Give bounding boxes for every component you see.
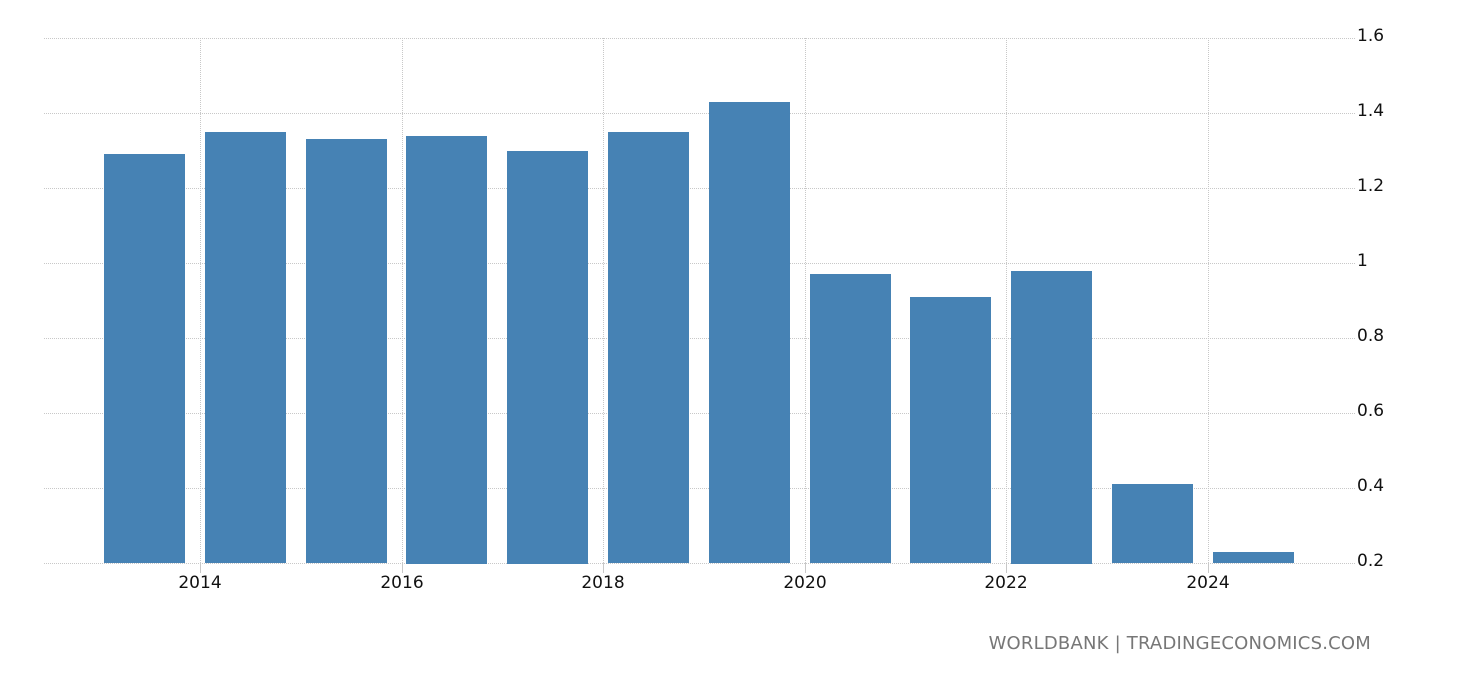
x-tick-label: 2024 xyxy=(1186,573,1230,593)
x-tick-label: 2016 xyxy=(380,573,424,593)
x-gridline xyxy=(805,38,806,563)
y-tick-label: 0.4 xyxy=(1357,476,1385,496)
y-tick-label: 1.2 xyxy=(1357,176,1385,196)
x-tick-label: 2022 xyxy=(984,573,1028,593)
bar-2013[interactable] xyxy=(104,154,185,563)
y-gridline xyxy=(44,488,1355,489)
x-tick-mark xyxy=(805,563,806,573)
x-tick-mark xyxy=(603,563,604,573)
x-tick-label: 2018 xyxy=(581,573,625,593)
bar-2021[interactable] xyxy=(910,297,991,563)
bar-2020[interactable] xyxy=(810,274,891,563)
bar-2016[interactable] xyxy=(406,136,487,564)
x-tick-mark xyxy=(1006,563,1007,573)
bar-2019[interactable] xyxy=(709,102,790,563)
y-tick-label: 1 xyxy=(1357,251,1368,271)
x-tick-mark xyxy=(1208,563,1209,573)
y-tick-label: 1.4 xyxy=(1357,101,1385,121)
x-gridline xyxy=(1208,38,1209,563)
y-gridline xyxy=(44,188,1355,189)
source-credit: WORLDBANK | TRADINGECONOMICS.COM xyxy=(988,633,1371,654)
bar-2022[interactable] xyxy=(1011,271,1092,564)
y-tick-label: 0.2 xyxy=(1357,551,1385,571)
y-gridline xyxy=(44,263,1355,264)
bar-2024[interactable] xyxy=(1213,552,1294,563)
x-tick-mark xyxy=(402,563,403,573)
bar-2018[interactable] xyxy=(608,132,689,563)
y-gridline xyxy=(44,338,1355,339)
bar-2014[interactable] xyxy=(205,132,286,563)
x-gridline xyxy=(200,38,201,563)
bar-2015[interactable] xyxy=(306,139,387,563)
x-tick-label: 2014 xyxy=(178,573,222,593)
x-tick-label: 2020 xyxy=(783,573,827,593)
x-tick-mark xyxy=(200,563,201,573)
y-gridline xyxy=(44,413,1355,414)
y-tick-label: 1.6 xyxy=(1357,26,1385,46)
y-tick-label: 0.6 xyxy=(1357,401,1385,421)
x-gridline xyxy=(603,38,604,563)
bar-2017[interactable] xyxy=(507,151,588,564)
y-gridline xyxy=(44,563,1355,564)
x-gridline xyxy=(1006,38,1007,563)
y-gridline xyxy=(44,113,1355,114)
y-tick-label: 0.8 xyxy=(1357,326,1385,346)
bar-2023[interactable] xyxy=(1112,484,1193,563)
y-gridline xyxy=(44,38,1355,39)
x-gridline xyxy=(402,38,403,563)
